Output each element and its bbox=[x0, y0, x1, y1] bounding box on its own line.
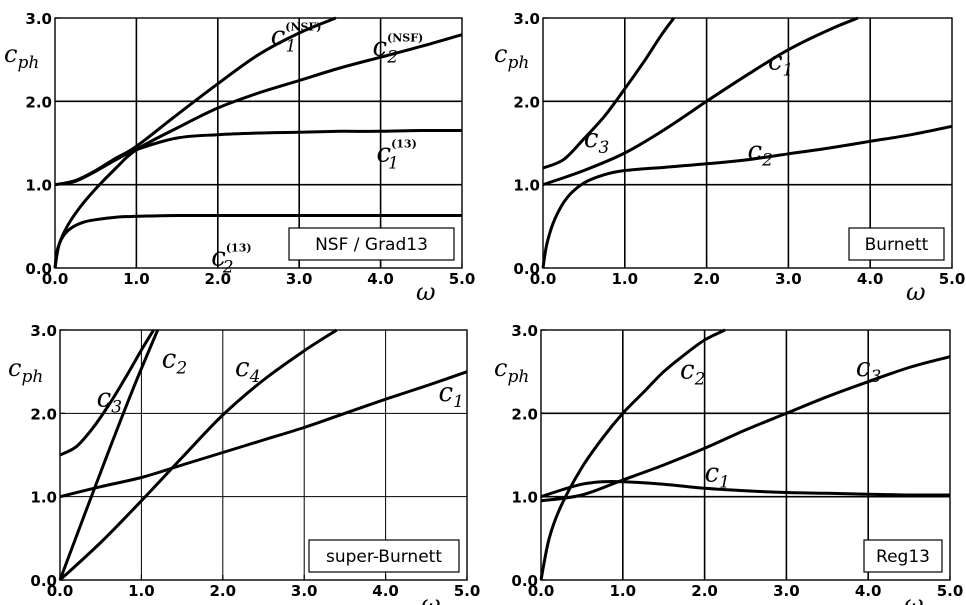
panel-1: 0.0 1.0 2.0 3.0 4.0 5.0 0.0 1.0 2.0 3.0 cph ω c(NSF)… bbox=[4, 10, 475, 306]
x-axis-label: ω bbox=[416, 278, 436, 306]
legend-label: Reg13 bbox=[876, 547, 930, 567]
series-line-c3 bbox=[540, 355, 951, 503]
y-tick-label: 3.0 bbox=[25, 10, 52, 28]
plot-frame bbox=[54, 17, 463, 269]
x-tick-label: 3.0 bbox=[773, 582, 800, 600]
series-line-c1 bbox=[540, 479, 951, 499]
series-label-c1: c1 bbox=[439, 378, 464, 412]
series-label-c1: c1 bbox=[768, 47, 793, 81]
series-label-c3: c3 bbox=[856, 353, 881, 387]
series-label-c2^(13): c(13) 2 bbox=[211, 242, 251, 278]
x-tick-label: 2.0 bbox=[693, 270, 720, 288]
y-tick-label: 3.0 bbox=[513, 10, 540, 28]
y-tick-label: 0.0 bbox=[511, 572, 538, 590]
legend-box bbox=[848, 227, 945, 261]
plot-frame bbox=[542, 17, 953, 269]
series-label-c2^(NSF): c(NSF) 2 bbox=[372, 32, 423, 68]
series-label-c3: c3 bbox=[97, 384, 122, 418]
series-line-c4 bbox=[58, 328, 338, 582]
series-line-c1 bbox=[542, 16, 859, 187]
panel-3: 0.0 1.0 2.0 3.0 4.0 5.0 0.0 1.0 2.0 3.0 cph ω c3 c2 c4… bbox=[8, 322, 480, 605]
x-tick-label: 2.0 bbox=[210, 582, 237, 600]
series-line-c2^(NSF) bbox=[53, 33, 463, 269]
series-line-c2 bbox=[58, 329, 160, 581]
x-tick-label: 5.0 bbox=[939, 270, 966, 288]
y-tick-label: 2.0 bbox=[513, 93, 540, 111]
x-axis-label: ω bbox=[904, 590, 924, 605]
series-label-c2: c2 bbox=[748, 137, 773, 171]
x-tick-label: 0.0 bbox=[528, 582, 555, 600]
legend-box bbox=[308, 539, 460, 573]
y-axis-label: cph bbox=[494, 354, 529, 387]
y-tick-label: 2.0 bbox=[30, 405, 57, 423]
series-label-c2: c2 bbox=[162, 345, 187, 379]
legend-box bbox=[288, 227, 455, 261]
plot-frame bbox=[540, 329, 951, 581]
series-label-c3: c3 bbox=[584, 124, 609, 158]
series-line-c2^(13) bbox=[53, 213, 462, 269]
series-label-c4: c4 bbox=[235, 353, 260, 387]
x-tick-label: 4.0 bbox=[855, 582, 882, 600]
series-label-c1^(13): c(13) 1 bbox=[377, 137, 417, 173]
x-tick-label: 3.0 bbox=[286, 270, 313, 288]
series-line-c1^(13) bbox=[54, 128, 463, 187]
x-tick-label: 3.0 bbox=[775, 270, 802, 288]
x-tick-label: 1.0 bbox=[612, 270, 639, 288]
y-axis-label: cph bbox=[494, 40, 529, 73]
y-tick-label: 1.0 bbox=[513, 177, 540, 195]
x-tick-label: 5.0 bbox=[454, 582, 481, 600]
x-tick-label: 4.0 bbox=[367, 270, 394, 288]
series-line-c1 bbox=[59, 370, 468, 499]
y-axis-label: cph bbox=[8, 354, 43, 387]
x-tick-label: 3.0 bbox=[291, 582, 318, 600]
legend-label: super-Burnett bbox=[326, 547, 442, 567]
y-tick-label: 0.0 bbox=[30, 572, 57, 590]
series-line-c3 bbox=[59, 329, 155, 457]
panel-2: 0.0 1.0 2.0 3.0 4.0 5.0 0.0 1.0 2.0 3.0 cph ω c3 c1 c2… bbox=[494, 10, 965, 306]
x-axis-label: ω bbox=[421, 590, 441, 605]
x-tick-label: 4.0 bbox=[857, 270, 884, 288]
x-tick-label: 1.0 bbox=[123, 270, 150, 288]
legend-label: NSF / Grad13 bbox=[315, 235, 428, 255]
x-tick-label: 2.0 bbox=[691, 582, 718, 600]
series-line-c3 bbox=[542, 17, 676, 170]
legend-label: Burnett bbox=[865, 235, 929, 255]
y-tick-label: 2.0 bbox=[511, 405, 538, 423]
series-line-c2 bbox=[539, 328, 726, 581]
series-label-c1: c1 bbox=[705, 459, 730, 493]
series-label-c1^(NSF): c(NSF) 1 bbox=[271, 21, 322, 57]
series-line-c2 bbox=[541, 124, 953, 269]
x-tick-label: 5.0 bbox=[449, 270, 476, 288]
y-axis-label: cph bbox=[4, 40, 39, 73]
y-tick-label: 3.0 bbox=[30, 322, 57, 340]
x-tick-label: 4.0 bbox=[372, 582, 399, 600]
x-tick-label: 0.0 bbox=[42, 270, 69, 288]
y-tick-label: 1.0 bbox=[25, 177, 52, 195]
y-tick-label: 0.0 bbox=[513, 260, 540, 278]
y-tick-label: 1.0 bbox=[30, 489, 57, 507]
series-label-c2: c2 bbox=[680, 355, 705, 389]
y-tick-label: 2.0 bbox=[25, 93, 52, 111]
x-axis-label: ω bbox=[906, 278, 926, 306]
y-tick-label: 0.0 bbox=[25, 260, 52, 278]
panel-4: 0.0 1.0 2.0 3.0 4.0 5.0 0.0 1.0 2.0 3.0 cph ω c2 c3 c1… bbox=[494, 322, 963, 605]
y-tick-label: 1.0 bbox=[511, 489, 538, 507]
x-tick-label: 2.0 bbox=[205, 270, 232, 288]
x-tick-label: 1.0 bbox=[128, 582, 155, 600]
x-tick-label: 1.0 bbox=[610, 582, 637, 600]
x-tick-label: 0.0 bbox=[47, 582, 74, 600]
y-tick-label: 3.0 bbox=[511, 322, 538, 340]
legend-box bbox=[863, 539, 943, 573]
x-tick-label: 0.0 bbox=[530, 270, 557, 288]
x-tick-label: 5.0 bbox=[937, 582, 964, 600]
